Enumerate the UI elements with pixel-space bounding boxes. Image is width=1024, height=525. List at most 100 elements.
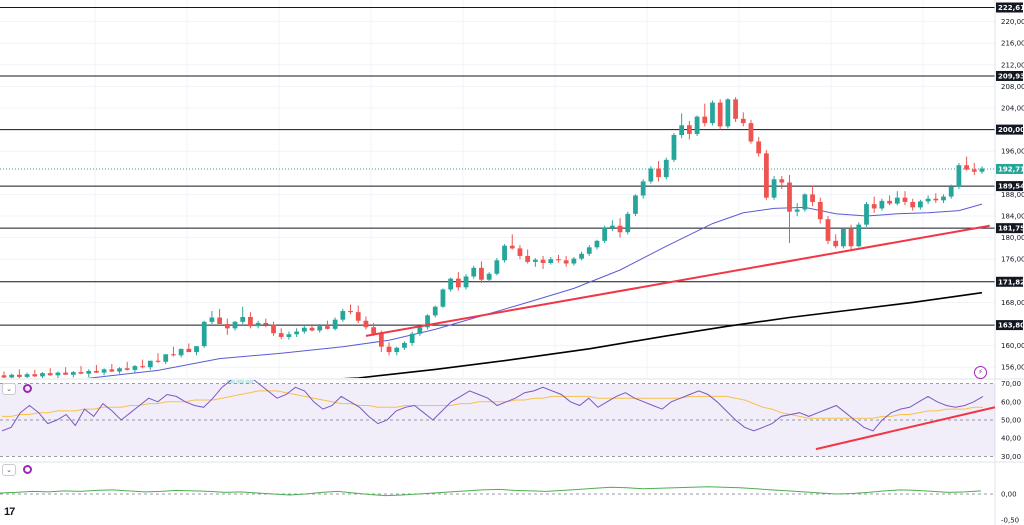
candle-body [317, 326, 323, 331]
candle [255, 320, 261, 329]
candle [887, 195, 892, 206]
candle [186, 343, 192, 353]
candle [455, 272, 461, 291]
candle-body [340, 311, 346, 320]
candle [663, 157, 669, 180]
level-price-label: 222,61 [998, 4, 1024, 12]
candle [132, 365, 138, 373]
candle [232, 320, 238, 331]
rsi-collapse-button[interactable]: ⌄ [2, 383, 16, 395]
level-price-label: 181,75 [998, 225, 1024, 233]
candle-body [363, 320, 369, 328]
candle-body [471, 267, 477, 277]
candle [956, 163, 962, 189]
price-axis-tick-label: 176,00 [1001, 256, 1024, 264]
candle-body [178, 348, 184, 356]
candle [509, 234, 515, 250]
candle-body [24, 374, 30, 377]
candle-body [86, 370, 92, 374]
candle-body [371, 327, 377, 334]
oscillator-line [0, 486, 982, 497]
candle [941, 194, 946, 204]
candle [648, 166, 654, 184]
candle [971, 163, 977, 175]
candle [47, 368, 53, 376]
candle [571, 257, 577, 266]
candle [879, 198, 885, 211]
candle-body [378, 333, 384, 347]
lightning-icon[interactable]: ⚡ [974, 366, 987, 379]
oscillator-settings-icon[interactable] [23, 465, 32, 474]
candle-body [140, 366, 146, 368]
candle-body [941, 196, 946, 201]
candle [902, 191, 908, 206]
candle [479, 261, 484, 283]
candle-body [856, 224, 862, 247]
candle [532, 258, 538, 267]
price-axis-tick-label: 156,00 [1001, 364, 1024, 372]
candle-body [710, 102, 715, 124]
candle-body [248, 316, 253, 327]
price-axis-tick-label: 180,00 [1001, 234, 1024, 242]
candle [540, 255, 546, 269]
candle [109, 363, 115, 373]
oscillator-collapse-button[interactable]: ⌄ [2, 464, 16, 476]
candle [140, 359, 146, 369]
candle [294, 328, 300, 337]
candle-body [101, 369, 107, 373]
candle [694, 115, 700, 137]
level-price-label-bg [996, 320, 1023, 331]
candle [325, 320, 330, 330]
candle [771, 176, 777, 200]
candle-body [479, 267, 484, 280]
candle [686, 120, 692, 140]
candle [617, 218, 623, 238]
candle-body [278, 333, 284, 337]
candle [417, 326, 423, 336]
candle-body [386, 346, 392, 353]
candle-body [124, 368, 130, 370]
candle-body [209, 317, 215, 322]
candle [486, 272, 492, 282]
candle-body [794, 209, 800, 212]
candle [556, 254, 561, 263]
candle-body [748, 123, 754, 142]
candle [348, 304, 353, 315]
candle [964, 156, 969, 171]
candle-body [17, 374, 22, 377]
candle-body [502, 245, 507, 261]
candle-body [171, 354, 176, 356]
candle [740, 112, 746, 127]
candle [471, 265, 477, 279]
candle [224, 318, 230, 335]
level-price-label: 163,80 [998, 322, 1024, 330]
candle [240, 306, 246, 324]
price-axis-tick-label: 188,00 [1001, 191, 1024, 199]
candle-body [440, 289, 446, 307]
candle [332, 317, 338, 331]
candle [594, 239, 600, 250]
level-price-label-bg [996, 70, 1023, 81]
candle-body [348, 311, 353, 313]
rsi-settings-icon[interactable] [23, 384, 32, 393]
moving-average-fast-line [86, 203, 983, 378]
candle-body [656, 168, 661, 178]
candle [817, 197, 823, 224]
rsi-trendline [815, 406, 996, 451]
candle-body [417, 327, 423, 334]
candle [825, 216, 831, 245]
candle-body [894, 197, 900, 204]
rsi-axis-tick-label: 40,00 [1001, 435, 1021, 443]
candle [402, 341, 407, 350]
candle-body [948, 186, 954, 197]
candle [263, 318, 269, 328]
candle-body [964, 165, 969, 170]
candle-body [910, 201, 916, 208]
candle [32, 369, 38, 377]
price-series-group [0, 7, 995, 378]
candle [425, 314, 430, 330]
level-price-label-bg [996, 276, 1023, 287]
candle [432, 305, 438, 318]
candle-body [956, 165, 962, 187]
